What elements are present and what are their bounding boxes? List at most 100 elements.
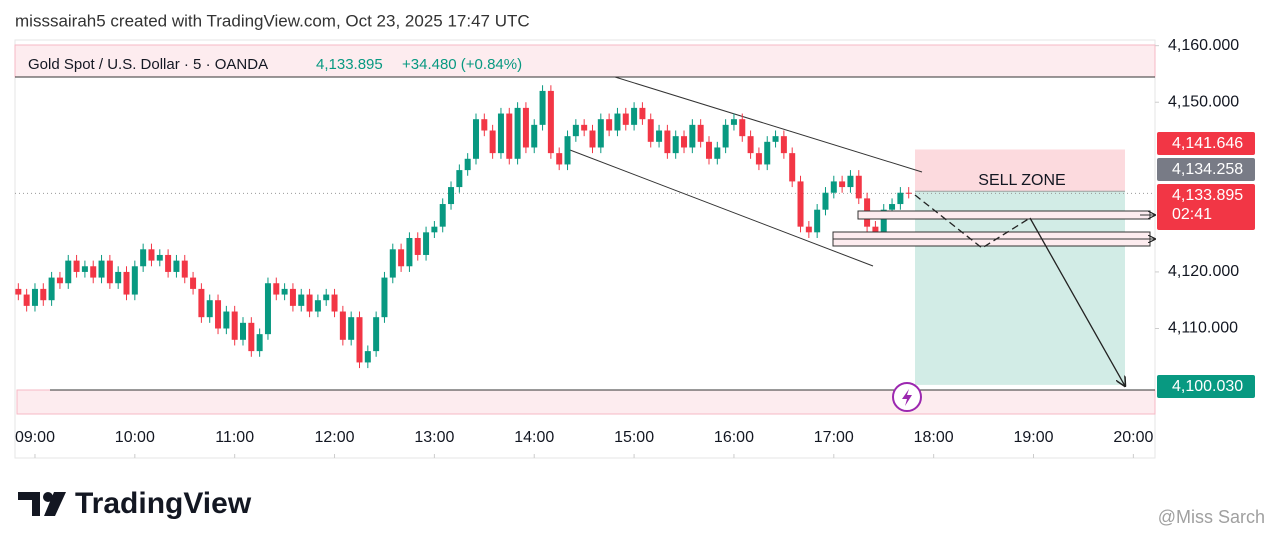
price-badge-label: 4,134.258 xyxy=(1172,161,1243,178)
candle-body xyxy=(897,192,904,205)
sell-zone xyxy=(915,149,1125,192)
candle-body xyxy=(381,277,388,318)
target-zone xyxy=(915,191,1125,385)
candle-body xyxy=(472,119,479,159)
price-badge xyxy=(1157,132,1255,155)
candle-body xyxy=(664,130,671,154)
candle-body xyxy=(522,107,529,148)
candle-body xyxy=(65,260,72,284)
candle-body xyxy=(581,124,588,131)
candle-body xyxy=(547,90,554,154)
candle-body xyxy=(531,124,538,148)
candle-body xyxy=(323,294,330,301)
x-tick-label: 11:00 xyxy=(215,429,254,446)
candle-body xyxy=(589,130,596,148)
candle-body xyxy=(847,175,854,188)
legend-change: +34.480 (+0.84%) xyxy=(402,56,522,73)
candle-body xyxy=(31,288,38,306)
x-tick-label: 13:00 xyxy=(414,429,454,446)
candle-body xyxy=(855,175,862,199)
candle-body xyxy=(15,288,22,295)
candle-body xyxy=(672,136,679,154)
watermark: @Miss Sarch xyxy=(1158,507,1265,527)
candle-body xyxy=(373,317,380,352)
candle-body xyxy=(256,334,263,352)
candle-body xyxy=(639,107,646,120)
candle-body xyxy=(148,249,155,261)
projection-arrow xyxy=(1029,217,1125,386)
candle-body xyxy=(406,237,413,267)
candle-body xyxy=(423,232,430,255)
candle-body xyxy=(722,124,729,148)
candle-body xyxy=(240,322,246,340)
candle-body xyxy=(822,192,829,210)
candle-body xyxy=(830,181,837,193)
candle-body xyxy=(140,249,147,267)
plot-frame xyxy=(14,39,1156,459)
candle-body xyxy=(539,90,546,125)
candle-body xyxy=(431,226,438,233)
candle-body xyxy=(448,187,455,205)
projection-path xyxy=(914,194,1031,249)
candle-body xyxy=(689,124,696,148)
candle-body xyxy=(739,119,746,137)
candle-body xyxy=(647,119,654,142)
candle-body xyxy=(797,181,804,227)
candle-body xyxy=(389,249,396,278)
candle-body xyxy=(181,260,188,278)
candle-body xyxy=(165,254,172,272)
x-tick-label: 14:00 xyxy=(514,429,554,446)
candle-body xyxy=(131,266,138,295)
candle-body xyxy=(356,317,363,363)
event-icon-bolt xyxy=(902,389,912,406)
candle-body xyxy=(264,283,271,335)
y-tick-label: 4,160.000 xyxy=(1168,37,1239,54)
price-badge-label: 4,100.030 xyxy=(1172,378,1243,395)
candle-body xyxy=(115,271,122,284)
candle-body xyxy=(805,226,812,233)
candle-body xyxy=(747,136,754,154)
candle-body xyxy=(697,124,704,142)
candle-body xyxy=(90,266,97,278)
channel-lower xyxy=(569,149,874,267)
candle-body xyxy=(56,277,63,284)
candle-body xyxy=(314,300,321,312)
candle-body xyxy=(81,266,88,272)
candle-body xyxy=(248,322,255,352)
candle-body xyxy=(439,204,446,227)
candle-body xyxy=(414,237,421,255)
x-tick-label: 20:00 xyxy=(1113,429,1153,446)
candle-body xyxy=(489,130,496,154)
candle-body xyxy=(514,107,521,159)
candle-body xyxy=(872,226,879,233)
price-badge xyxy=(1157,158,1255,181)
candle-body xyxy=(23,294,30,306)
candle-body xyxy=(564,136,571,165)
candle-body xyxy=(705,141,712,159)
candle-body xyxy=(755,153,762,165)
candle-body xyxy=(339,311,346,340)
candle-body xyxy=(764,141,771,165)
candle-body xyxy=(631,107,638,125)
candle-body xyxy=(190,277,197,289)
candle-body xyxy=(231,311,238,340)
candle-body xyxy=(880,209,887,233)
candle-body xyxy=(456,170,463,188)
candle-body xyxy=(789,153,796,182)
y-tick-label: 4,110.000 xyxy=(1168,320,1238,337)
candle-body xyxy=(889,204,896,210)
candle-body xyxy=(730,119,737,125)
brand-name: TradingView xyxy=(75,487,252,520)
x-tick-label: 15:00 xyxy=(614,429,654,446)
candle-body xyxy=(173,260,180,272)
brand-logo xyxy=(18,492,66,516)
candle-body xyxy=(123,271,130,295)
level-box xyxy=(857,210,1151,220)
candle-body xyxy=(398,249,405,267)
candle-body xyxy=(481,119,488,131)
candle-body xyxy=(622,113,629,125)
x-tick-label: 10:00 xyxy=(115,429,155,446)
candle-body xyxy=(198,288,205,318)
channel-upper xyxy=(614,76,923,173)
candle-body xyxy=(106,260,113,284)
